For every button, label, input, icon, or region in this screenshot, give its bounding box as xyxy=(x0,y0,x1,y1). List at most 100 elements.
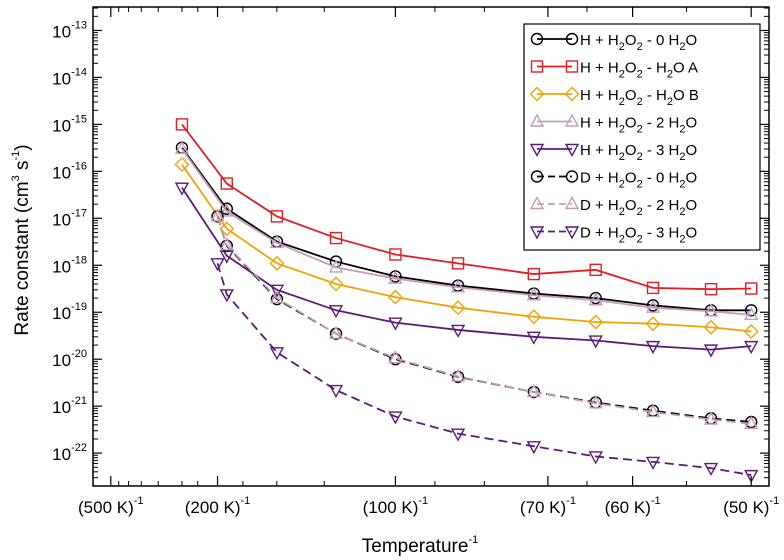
data-point xyxy=(450,428,466,442)
data-point xyxy=(174,140,190,155)
legend-marker-left xyxy=(530,32,544,46)
data-point xyxy=(526,441,542,455)
y-tick-label: 10-15 xyxy=(52,113,87,135)
legend-marker-right xyxy=(564,86,580,102)
data-point xyxy=(269,284,285,298)
data-point xyxy=(174,182,190,196)
data-point xyxy=(703,411,719,425)
x-tick-label: (200 K)-1 xyxy=(185,495,251,517)
y-tick-label: 10-22 xyxy=(52,442,87,464)
data-point xyxy=(389,248,402,261)
y-axis-title: Rate constant (cm3 s-1) xyxy=(10,144,33,335)
legend-entry: H + H2O2 - 0 H2O xyxy=(530,32,697,53)
series-line xyxy=(181,187,752,351)
data-point xyxy=(589,263,602,277)
data-point xyxy=(450,368,466,382)
data-point xyxy=(220,177,233,190)
data-point xyxy=(645,340,661,355)
data-point xyxy=(744,415,759,430)
data-point xyxy=(450,324,466,338)
series-7 xyxy=(210,208,759,430)
data-point xyxy=(646,281,660,295)
data-point xyxy=(588,314,604,330)
data-point xyxy=(745,282,758,295)
legend-label: D + H2O2 - 2 H2O xyxy=(580,197,697,218)
data-point xyxy=(328,276,344,292)
data-point xyxy=(387,289,403,305)
data-point xyxy=(174,157,190,172)
series-line xyxy=(216,216,752,425)
y-tick-label: 10-13 xyxy=(52,19,87,41)
data-point xyxy=(219,221,235,237)
y-tick-label: 10-20 xyxy=(52,348,87,370)
data-point xyxy=(219,203,234,217)
data-point xyxy=(526,287,542,301)
legend-marker-left xyxy=(530,170,544,183)
data-point xyxy=(219,237,234,251)
legend-label: H + H2O2 - 0 H2O xyxy=(580,32,697,53)
data-point xyxy=(645,456,661,470)
legend-label: H + H2O2 - 3 H2O xyxy=(580,142,697,163)
legend-entry: H + H2O2 - 3 H2O xyxy=(529,142,697,163)
data-point xyxy=(744,340,759,355)
series-8 xyxy=(210,258,759,484)
data-point xyxy=(527,267,541,281)
series-line xyxy=(181,148,752,316)
legend-marker-right xyxy=(565,60,579,73)
data-point xyxy=(220,202,233,215)
legend-entry: H + H2O2 - H2O B xyxy=(529,86,699,108)
series-5 xyxy=(174,182,759,358)
data-point xyxy=(219,289,234,303)
series-3 xyxy=(174,157,759,339)
data-point xyxy=(450,279,466,293)
x-tick-label: (70 K)-1 xyxy=(520,495,576,517)
legend-marker-right xyxy=(565,170,579,183)
series-line xyxy=(216,263,752,477)
legend-marker-right xyxy=(564,143,580,157)
plot-frame xyxy=(92,6,770,487)
x-tick-label: (50 K)-1 xyxy=(723,495,779,517)
series-line xyxy=(181,163,752,333)
data-point xyxy=(703,319,719,335)
data-point xyxy=(269,255,285,271)
y-tick-label: 10-21 xyxy=(52,395,87,417)
legend-marker-left xyxy=(529,113,545,127)
data-point xyxy=(451,370,465,384)
data-point xyxy=(703,303,719,317)
legend-marker-left xyxy=(529,86,545,102)
data-point xyxy=(588,335,603,349)
data-point xyxy=(210,258,225,272)
data-point xyxy=(328,325,344,339)
x-tick-label: (60 K)-1 xyxy=(605,495,661,517)
data-point xyxy=(220,239,233,252)
data-point xyxy=(704,282,718,296)
legend-box xyxy=(523,23,761,251)
legend-marker-left xyxy=(529,196,545,210)
y-tick-label: 10-16 xyxy=(52,160,87,182)
data-point xyxy=(703,462,719,477)
legend-entry: H + H2O2 - 2 H2O xyxy=(529,113,697,136)
data-point xyxy=(645,316,661,332)
data-point xyxy=(588,451,603,465)
data-point xyxy=(270,292,284,306)
data-point xyxy=(328,259,344,273)
data-point xyxy=(328,384,344,399)
data-point xyxy=(270,210,284,223)
data-point xyxy=(388,317,403,331)
data-point xyxy=(269,234,285,249)
data-point xyxy=(526,331,542,345)
data-point xyxy=(526,309,542,325)
data-point xyxy=(388,350,403,364)
legend-marker-right xyxy=(564,113,580,127)
legend-label: H + H2O2 - H2O A xyxy=(580,60,698,81)
data-point xyxy=(329,231,343,245)
series-line xyxy=(181,123,752,291)
y-tick-label: 10-18 xyxy=(52,254,87,276)
data-point xyxy=(451,257,465,270)
data-point xyxy=(526,384,542,398)
legend-label: D + H2O2 - 3 H2O xyxy=(580,225,697,246)
legend-marker-right xyxy=(564,196,580,210)
y-tick-label: 10-17 xyxy=(52,207,87,229)
series-2 xyxy=(175,118,758,296)
